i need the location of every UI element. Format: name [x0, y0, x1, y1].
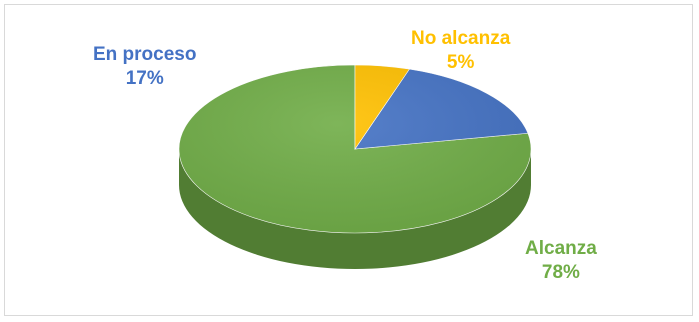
slice-value-alcanza: 78%: [541, 262, 580, 283]
slice-value-en-proceso: 17%: [125, 68, 164, 89]
pie-side-alcanza: [179, 149, 531, 269]
slice-label-no-alcanza: No alcanza 5%: [411, 27, 510, 75]
chart-frame: En proceso 17% No alcanza 5% Alcanza 78%: [4, 4, 693, 316]
slice-value-no-alcanza: 5%: [446, 52, 475, 73]
slice-label-en-proceso: En proceso 17%: [93, 43, 196, 91]
slice-label-alcanza: Alcanza 78%: [525, 237, 597, 285]
slice-name-en-proceso: En proceso: [93, 44, 197, 65]
slice-name-no-alcanza: No alcanza: [411, 28, 511, 49]
slice-name-alcanza: Alcanza: [525, 238, 597, 259]
